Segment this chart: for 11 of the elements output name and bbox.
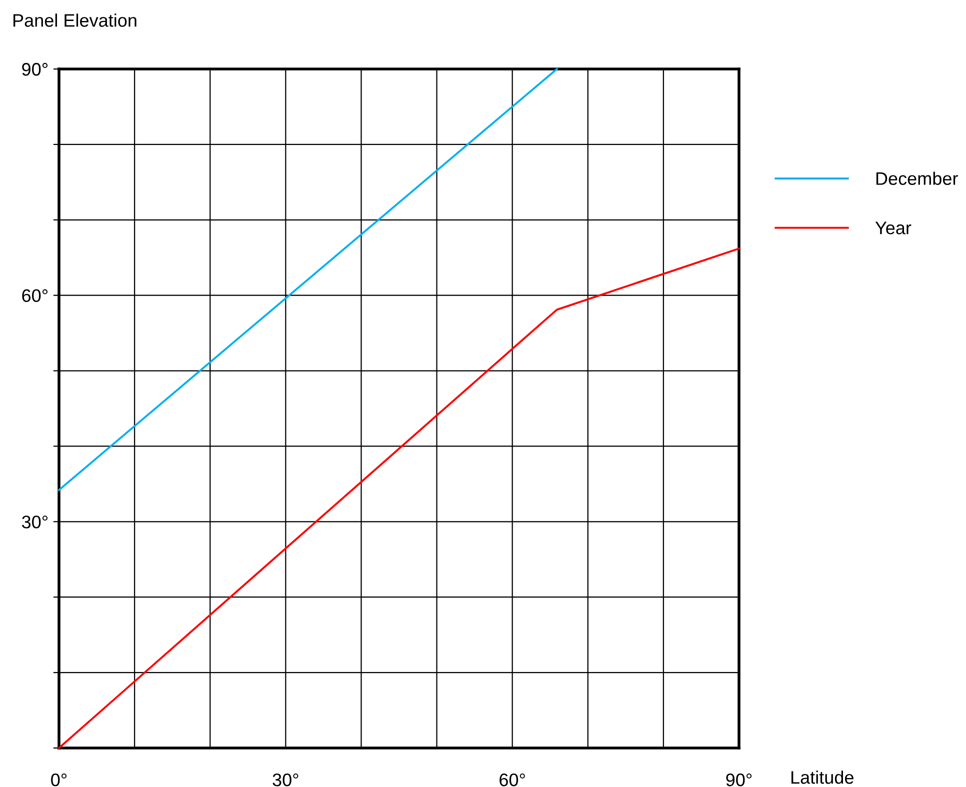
x-tick-label: 90° [726,773,752,786]
y-tick-label: 30° [22,516,48,528]
y-axis-title: Panel Elevation [13,14,136,27]
legend-label: December [876,172,958,185]
x-axis-title: Latitude [791,770,854,784]
y-tick-label: 60° [22,289,48,302]
x-tick-label: 60° [500,773,525,786]
x-tick-label: 30° [272,773,298,786]
y-tick-label: 90° [22,62,48,76]
x-tick-label: 0° [51,773,67,786]
legend-label: Year [875,222,912,234]
